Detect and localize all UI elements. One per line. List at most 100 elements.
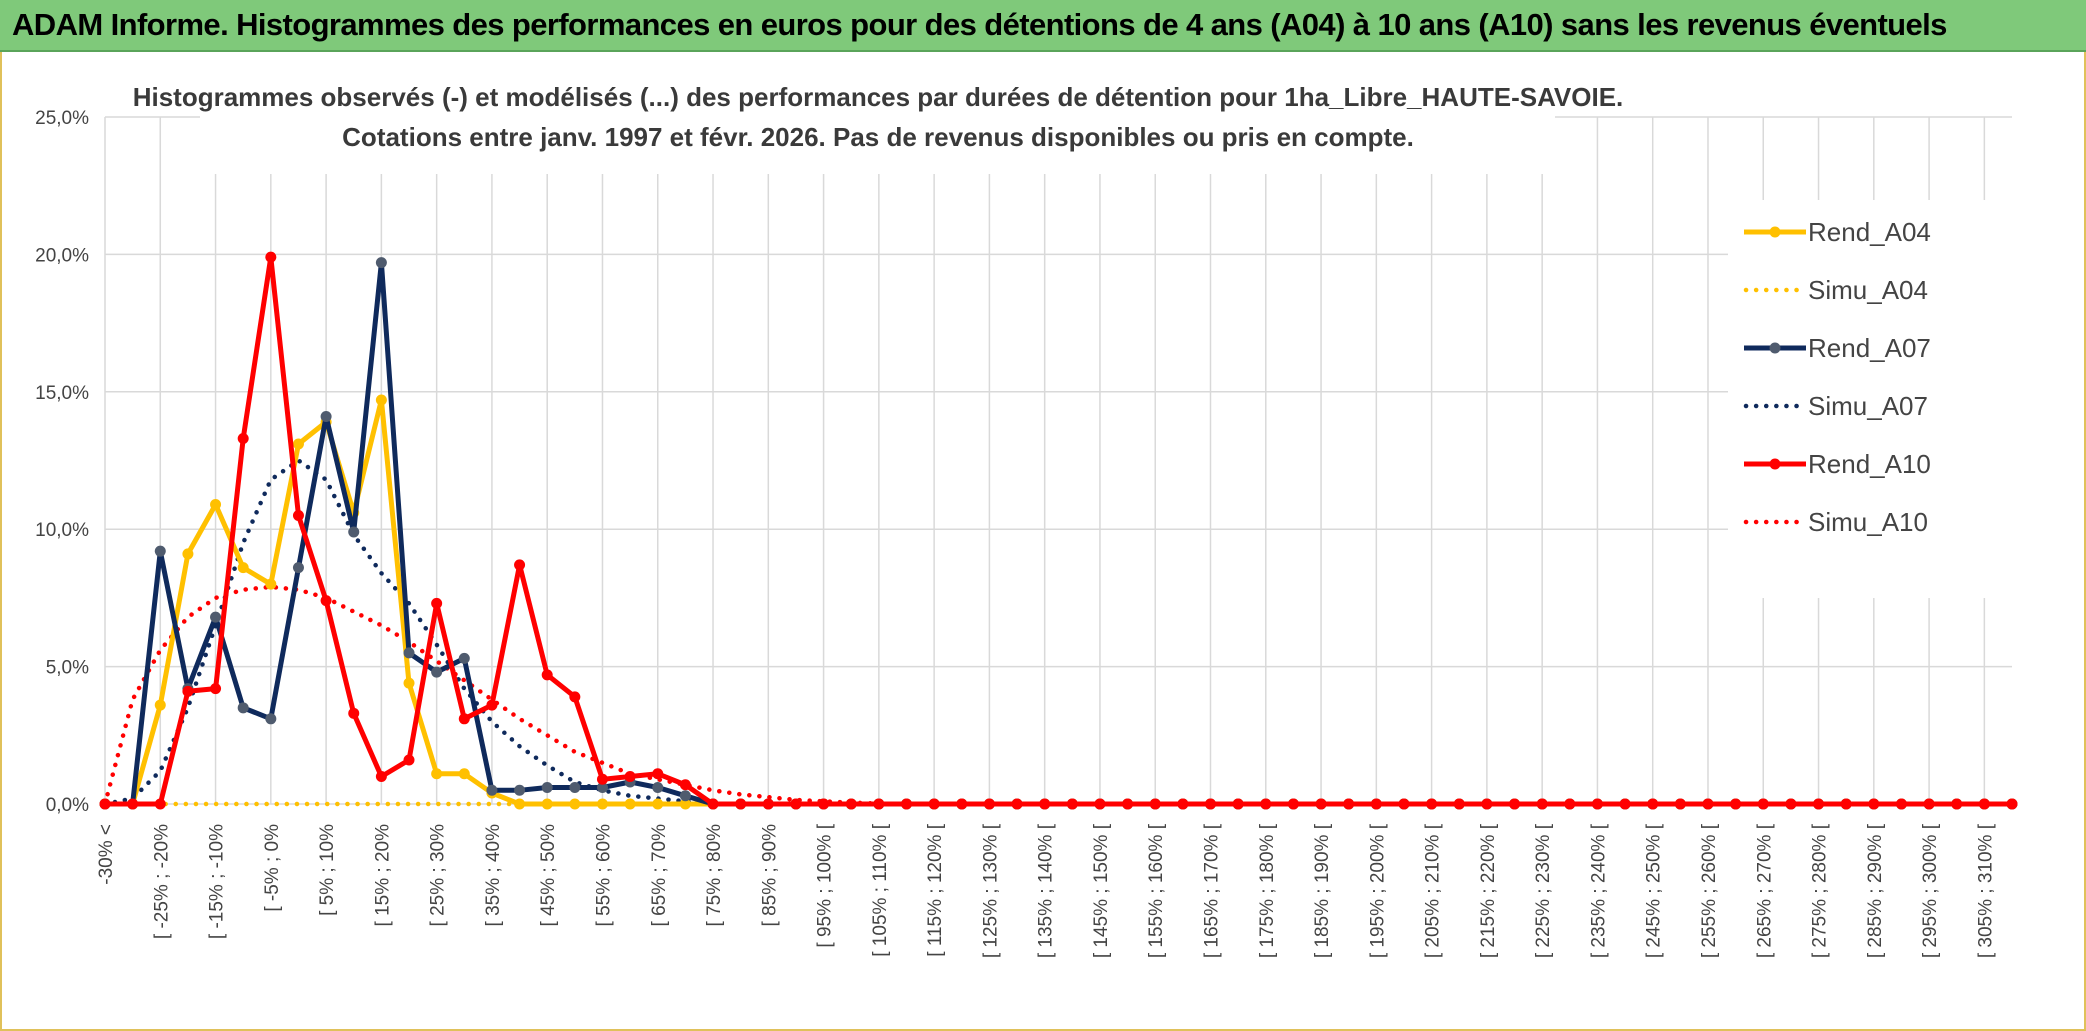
data-point bbox=[1094, 798, 1106, 810]
data-point bbox=[2006, 798, 2018, 810]
data-point bbox=[292, 438, 304, 450]
data-point bbox=[541, 798, 553, 810]
data-point bbox=[403, 647, 415, 659]
data-point bbox=[154, 545, 166, 557]
legend-label: Rend_A04 bbox=[1808, 217, 1931, 247]
data-point bbox=[403, 754, 415, 766]
data-point bbox=[458, 713, 470, 725]
x-tick-label: [ 105% ; 110% [ bbox=[870, 823, 891, 956]
data-point bbox=[154, 699, 166, 711]
x-tick-label: [ 145% ; 150% [ bbox=[1091, 823, 1112, 958]
legend-label: Rend_A07 bbox=[1808, 333, 1931, 363]
legend: Rend_A04 Simu_A04 Rend_A07 Simu_A07 Rend_A10… bbox=[1728, 200, 2013, 598]
x-tick-label: [ 5% ; 10% bbox=[317, 824, 338, 916]
data-point bbox=[375, 394, 387, 406]
data-point bbox=[1895, 798, 1907, 810]
data-point bbox=[928, 798, 940, 810]
series-line bbox=[105, 397, 2012, 807]
data-point bbox=[292, 509, 304, 521]
data-point bbox=[210, 611, 222, 623]
data-point bbox=[514, 784, 526, 796]
data-point bbox=[431, 666, 443, 678]
x-tick-label: [ 75% ; 80% bbox=[704, 824, 725, 927]
data-point bbox=[210, 498, 222, 510]
data-point bbox=[403, 677, 415, 689]
data-point bbox=[1757, 798, 1769, 810]
data-point bbox=[375, 771, 387, 783]
data-point bbox=[1066, 798, 1078, 810]
data-point bbox=[514, 798, 526, 810]
legend-marker bbox=[1769, 458, 1781, 470]
y-tick-label: 20,0% bbox=[35, 245, 89, 266]
data-point bbox=[1785, 798, 1797, 810]
data-point bbox=[569, 691, 581, 703]
x-tick-label: [ 205% ; 210% [ bbox=[1423, 823, 1444, 958]
legend-label: Rend_A10 bbox=[1808, 449, 1931, 479]
data-point bbox=[596, 782, 608, 794]
data-point bbox=[237, 702, 249, 714]
data-point bbox=[1536, 798, 1548, 810]
data-point bbox=[624, 798, 636, 810]
data-point bbox=[596, 773, 608, 785]
series-layer bbox=[99, 251, 2018, 810]
data-point bbox=[900, 798, 912, 810]
data-point bbox=[1978, 798, 1990, 810]
x-axis-ticks: -30% < [ -25% ; -20% [ -15% ; -10% [ -5% ; … bbox=[96, 823, 1996, 958]
data-point bbox=[1149, 798, 1161, 810]
data-point bbox=[1619, 798, 1631, 810]
x-tick-label: -30% < bbox=[96, 824, 117, 885]
data-point bbox=[1315, 798, 1327, 810]
data-point bbox=[1564, 798, 1576, 810]
data-point bbox=[265, 578, 277, 590]
data-point bbox=[486, 784, 498, 796]
legend-background bbox=[1728, 200, 2013, 598]
data-point bbox=[458, 652, 470, 664]
data-point bbox=[320, 411, 332, 423]
y-tick-label: 10,0% bbox=[35, 520, 89, 541]
data-point bbox=[1481, 798, 1493, 810]
x-tick-label: [ 295% ; 300% [ bbox=[1920, 823, 1941, 958]
x-tick-label: [ 175% ; 180% [ bbox=[1257, 823, 1278, 958]
x-tick-label: [ 45% ; 50% bbox=[538, 824, 559, 927]
data-point bbox=[1343, 798, 1355, 810]
data-point bbox=[956, 798, 968, 810]
chart-title-background bbox=[200, 74, 1555, 174]
data-point bbox=[679, 798, 691, 810]
legend-label: Simu_A07 bbox=[1808, 391, 1928, 421]
data-point bbox=[375, 257, 387, 269]
data-point bbox=[127, 798, 139, 810]
data-point bbox=[292, 562, 304, 574]
series-line bbox=[105, 254, 2012, 807]
data-point bbox=[818, 798, 830, 810]
x-tick-label: [ 255% ; 260% [ bbox=[1699, 823, 1720, 958]
x-tick-label: [ -5% ; 0% bbox=[262, 824, 283, 912]
x-tick-label: [ -25% ; -20% bbox=[151, 824, 172, 939]
data-point bbox=[707, 798, 719, 810]
series-simu-a10 bbox=[102, 584, 2015, 807]
data-point bbox=[265, 713, 277, 725]
legend-label: Simu_A10 bbox=[1808, 507, 1928, 537]
data-point bbox=[1011, 798, 1023, 810]
x-tick-label: [ 225% ; 230% [ bbox=[1533, 823, 1554, 958]
histogram-chart: Histogrammes observés (-) et modélisés (… bbox=[35, 74, 2018, 958]
data-point bbox=[735, 798, 747, 810]
data-point bbox=[652, 782, 664, 794]
data-point bbox=[679, 779, 691, 791]
data-point bbox=[845, 798, 857, 810]
header-banner: ADAM Informe. Histogrammes des performan… bbox=[0, 0, 2086, 52]
data-point bbox=[1370, 798, 1382, 810]
x-tick-label: [ 285% ; 290% [ bbox=[1865, 823, 1886, 958]
data-point bbox=[265, 251, 277, 263]
x-tick-label: [ 25% ; 30% bbox=[428, 824, 449, 927]
data-point bbox=[569, 782, 581, 794]
data-point bbox=[99, 798, 111, 810]
data-point bbox=[1591, 798, 1603, 810]
data-point bbox=[569, 798, 581, 810]
data-point bbox=[182, 685, 194, 697]
data-point bbox=[348, 526, 360, 538]
x-tick-label: [ 65% ; 70% bbox=[649, 824, 670, 927]
data-point bbox=[873, 798, 885, 810]
data-point bbox=[182, 548, 194, 560]
data-point bbox=[348, 707, 360, 719]
